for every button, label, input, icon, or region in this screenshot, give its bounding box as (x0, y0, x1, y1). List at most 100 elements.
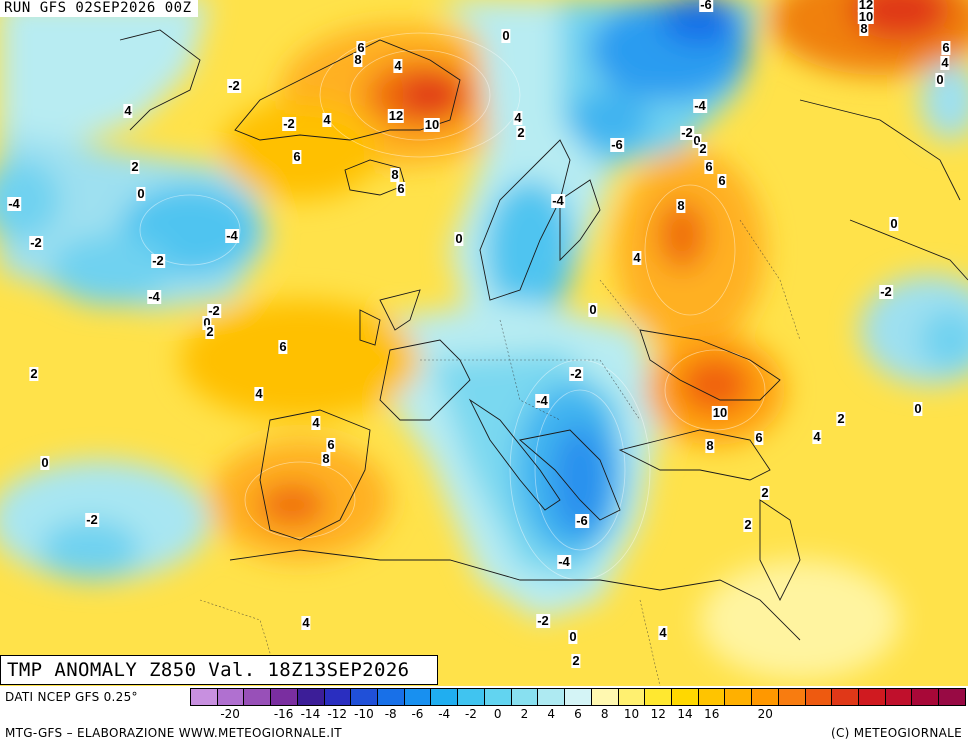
scale-swatch (752, 689, 779, 705)
contour-label: 6 (941, 40, 951, 55)
scale-swatch (351, 689, 379, 705)
contour-label: -6 (575, 513, 589, 528)
scale-tick-label: 10 (623, 707, 640, 721)
contour-label: 12 (387, 108, 405, 123)
scale-swatch (725, 689, 753, 705)
map-canvas (0, 0, 968, 686)
contour-label: 2 (743, 517, 753, 532)
scale-swatch (191, 689, 218, 705)
contour-label: -6 (699, 0, 713, 12)
contour-label: -4 (551, 193, 565, 208)
contour-label: 10 (857, 9, 875, 24)
scale-tick-label: -2 (464, 707, 477, 721)
scale-swatch (618, 689, 646, 705)
contour-label: 6 (356, 40, 366, 55)
scale-swatch (832, 689, 859, 705)
copyright-label: (C) METEOGIORNALE (830, 726, 962, 740)
scale-tick-label: 6 (574, 707, 582, 721)
contour-label: 4 (322, 112, 332, 127)
scale-swatch (404, 689, 432, 705)
scale-tick-label: 4 (547, 707, 556, 721)
scale-tick-label: -16 (273, 707, 294, 721)
scale-swatch (912, 689, 940, 705)
contour-label: 2 (130, 159, 140, 174)
scale-tick-label: -8 (384, 707, 397, 721)
contour-label: 6 (278, 339, 288, 354)
contour-label: -4 (7, 196, 21, 211)
contour-label: 2 (698, 141, 708, 156)
contour-label: 2 (205, 324, 215, 339)
contour-label: 6 (704, 159, 714, 174)
contour-label: 10 (423, 117, 441, 132)
map-title: TMP ANOMALY Z850 Val. 18Z13SEP2026 (0, 655, 438, 685)
scale-swatch (431, 689, 459, 705)
contour-label: 4 (123, 103, 133, 118)
color-scale-bar (190, 688, 966, 706)
contour-label: 12 (857, 0, 875, 12)
contour-label: -2 (680, 125, 694, 140)
contour-label: 0 (40, 455, 50, 470)
contour-label: 6 (292, 149, 302, 164)
contour-label: 4 (940, 55, 950, 70)
contour-label: -6 (610, 137, 624, 152)
contour-label: 4 (513, 110, 523, 125)
contour-label: 6 (396, 181, 406, 196)
contour-label: 2 (571, 653, 581, 668)
data-source-label: DATI NCEP GFS 0.25° (5, 690, 138, 704)
contour-label: 0 (568, 629, 578, 644)
scale-swatch (645, 689, 672, 705)
scale-tick-label: 2 (520, 707, 529, 721)
contour-label: -2 (569, 366, 583, 381)
contour-label: 8 (676, 198, 686, 213)
contour-label: 0 (454, 231, 464, 246)
temperature-anomaly-map: 6 8 4 12 10 -2 4 -2 4 6 2 0 -4 -2 -4 -2 -4 -2 0 2 6 2 4 0 -2 8 6 0 4… (0, 0, 968, 686)
color-scale-labels: -20 -16 -14 -12 -10 -8 -6 -4 -2 0 2 4 6 8 10 12 14 16 20 (190, 707, 966, 723)
contour-label: 8 (353, 52, 363, 67)
contour-label: 4 (254, 386, 264, 401)
contour-label: -4 (147, 289, 161, 304)
contour-label: 0 (501, 28, 511, 43)
scale-swatch (591, 689, 619, 705)
contour-label: 2 (29, 366, 39, 381)
contour-label: 0 (889, 216, 899, 231)
contour-label: -2 (151, 253, 165, 268)
contour-label: -4 (557, 554, 571, 569)
contour-label: 0 (136, 186, 146, 201)
scale-swatch (778, 689, 806, 705)
scale-swatch (511, 689, 539, 705)
contour-label: 2 (516, 125, 526, 140)
contour-label: 8 (321, 451, 331, 466)
contour-label: -2 (227, 78, 241, 93)
contour-label: -2 (85, 512, 99, 527)
anomaly-color-field (0, 0, 968, 680)
scale-swatch (538, 689, 566, 705)
contour-label: 10 (711, 405, 729, 420)
scale-tick-label: 14 (677, 707, 693, 721)
contour-label: -4 (693, 98, 707, 113)
contour-label: 4 (658, 625, 668, 640)
contour-label: 4 (311, 415, 321, 430)
scale-swatch (939, 689, 965, 705)
contour-label: -2 (29, 235, 43, 250)
scale-tick-label: -20 (220, 707, 240, 721)
contour-label: 0 (692, 133, 702, 148)
scale-tick-label: -6 (411, 707, 424, 721)
contour-label: 4 (301, 615, 311, 630)
scale-swatch (565, 689, 592, 705)
scale-swatch (458, 689, 485, 705)
contour-label: 4 (632, 250, 642, 265)
contour-label: -4 (225, 228, 239, 243)
contour-label: 4 (812, 429, 822, 444)
scale-tick-label: -12 (327, 707, 347, 721)
contour-label: 0 (588, 302, 598, 317)
scale-swatch (244, 689, 272, 705)
scale-tick-label: 0 (493, 707, 502, 721)
scale-swatch (324, 689, 352, 705)
scale-tick-label: 16 (704, 707, 720, 721)
scale-tick-label: -14 (300, 707, 321, 721)
scale-swatch (858, 689, 886, 705)
scale-swatch (885, 689, 913, 705)
contour-label: -2 (879, 284, 893, 299)
contour-label: 2 (760, 485, 770, 500)
